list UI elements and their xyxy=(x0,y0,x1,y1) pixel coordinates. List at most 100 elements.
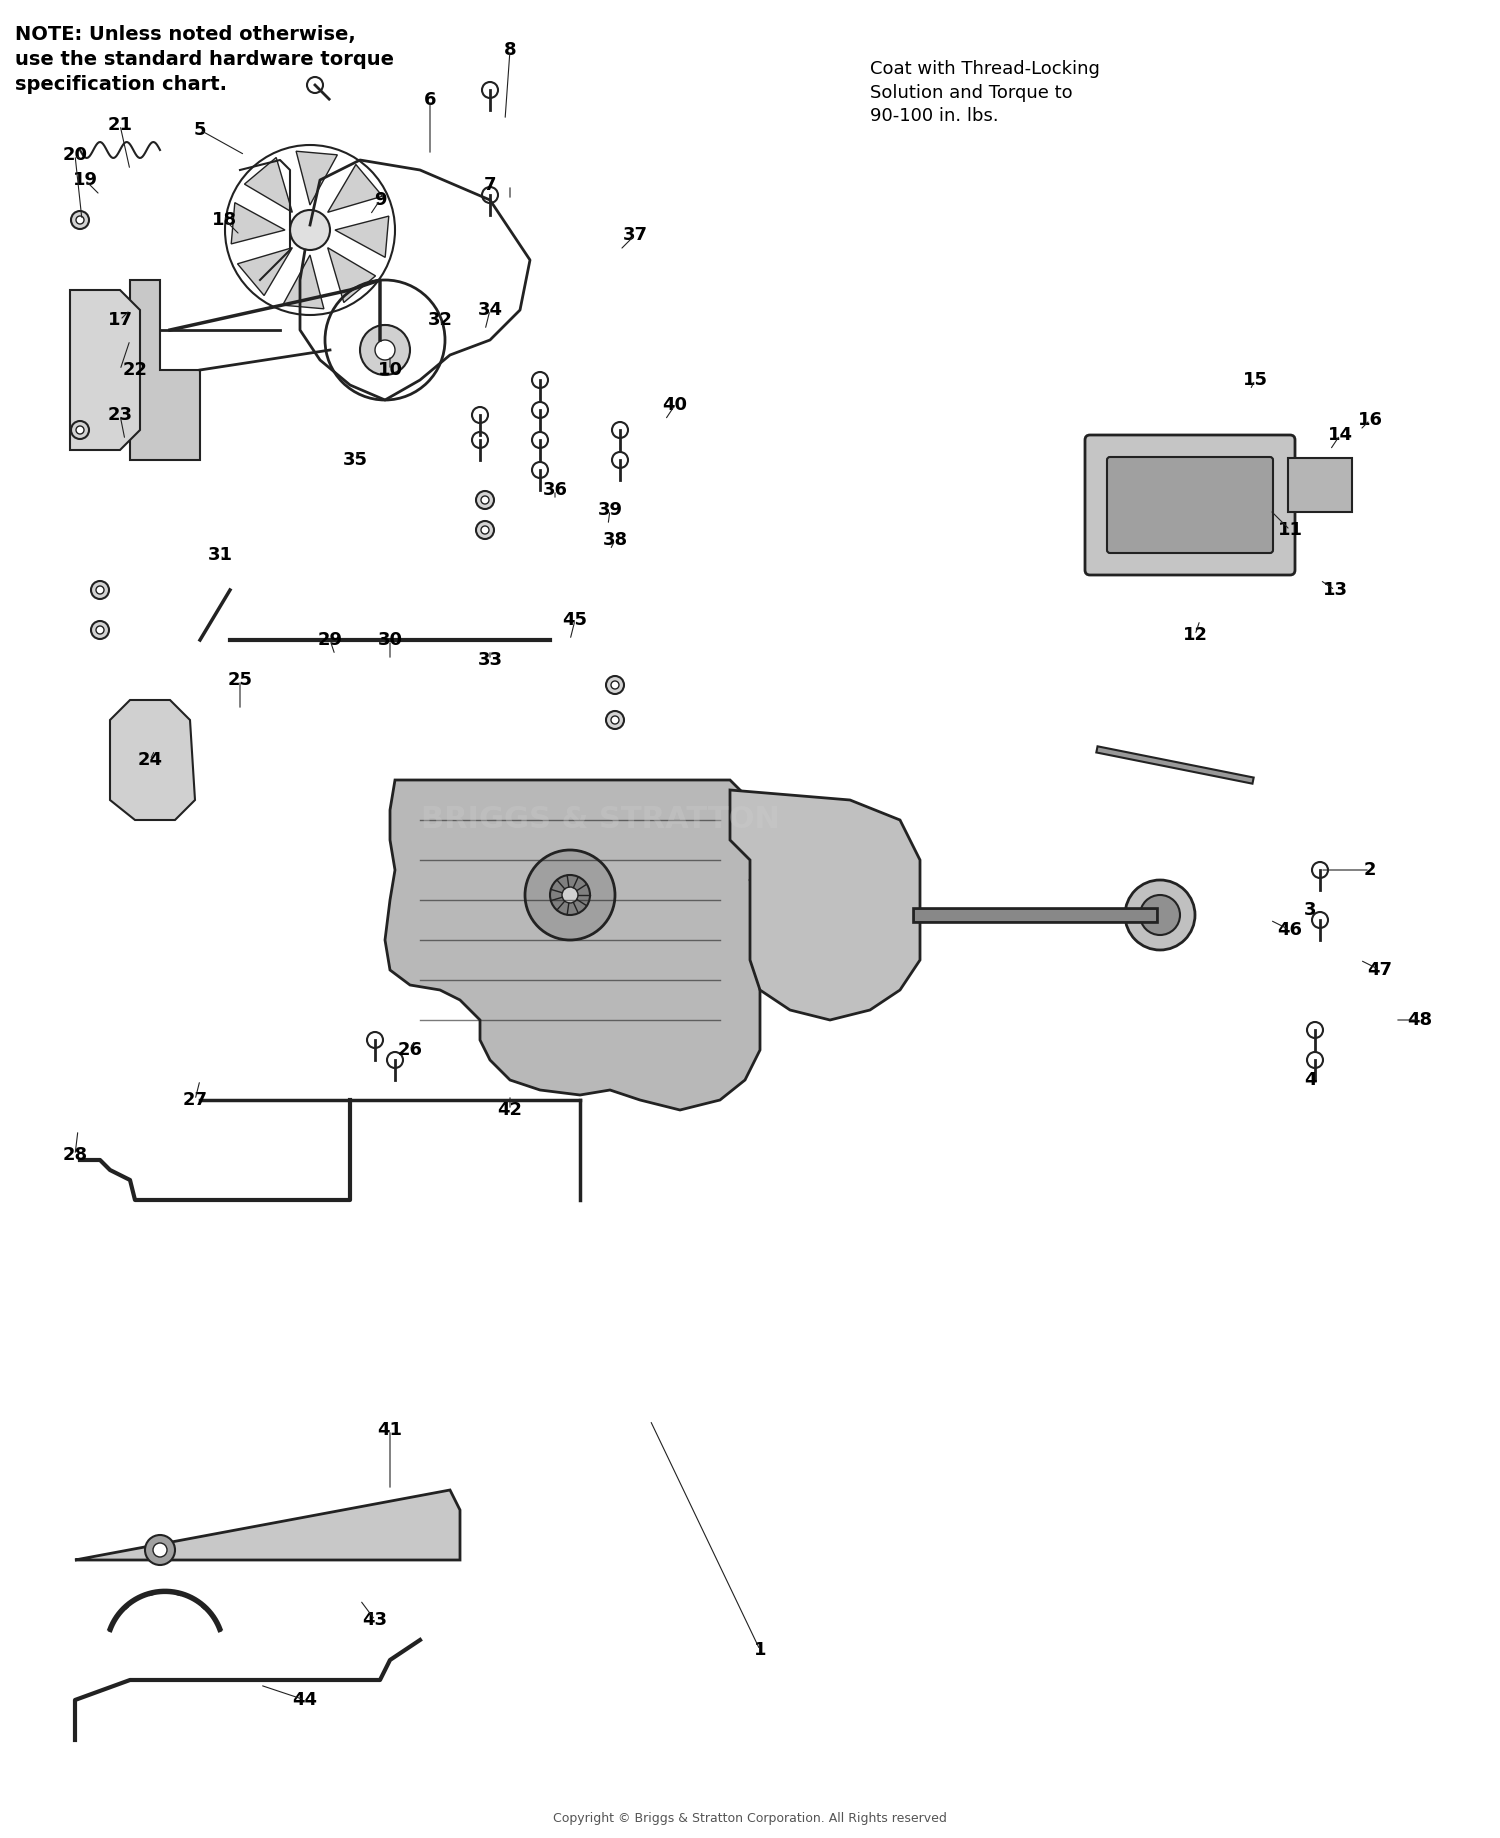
Text: 37: 37 xyxy=(622,226,648,244)
Circle shape xyxy=(290,210,330,250)
Circle shape xyxy=(1140,895,1180,936)
Text: 12: 12 xyxy=(1182,627,1208,643)
FancyBboxPatch shape xyxy=(1084,436,1294,575)
Circle shape xyxy=(612,452,628,469)
Circle shape xyxy=(612,423,628,437)
Circle shape xyxy=(1306,1022,1323,1038)
Text: 32: 32 xyxy=(427,311,453,329)
Polygon shape xyxy=(237,248,292,296)
Circle shape xyxy=(368,1031,382,1048)
Polygon shape xyxy=(334,217,388,257)
Polygon shape xyxy=(730,790,920,1020)
Text: 2: 2 xyxy=(1364,860,1377,879)
FancyBboxPatch shape xyxy=(1107,458,1274,553)
Text: 6: 6 xyxy=(423,92,436,108)
Text: BRIGGS & STRATTON: BRIGGS & STRATTON xyxy=(420,805,780,834)
Text: Coat with Thread-Locking
Solution and Torque to
90-100 in. lbs.: Coat with Thread-Locking Solution and To… xyxy=(870,61,1100,125)
Text: 39: 39 xyxy=(597,502,622,518)
Circle shape xyxy=(525,849,615,939)
Text: 26: 26 xyxy=(398,1040,423,1059)
Polygon shape xyxy=(386,779,760,1110)
Text: 34: 34 xyxy=(477,301,502,320)
Circle shape xyxy=(1125,880,1196,950)
Circle shape xyxy=(472,432,488,448)
FancyBboxPatch shape xyxy=(1288,458,1352,513)
Circle shape xyxy=(153,1542,166,1557)
Text: 44: 44 xyxy=(292,1691,318,1709)
Text: 19: 19 xyxy=(72,171,98,189)
Circle shape xyxy=(70,211,88,230)
Text: 7: 7 xyxy=(483,176,496,195)
Circle shape xyxy=(532,461,548,478)
Circle shape xyxy=(606,676,624,695)
Text: 10: 10 xyxy=(378,360,402,379)
Polygon shape xyxy=(70,290,140,450)
Text: 13: 13 xyxy=(1323,581,1347,599)
Polygon shape xyxy=(110,700,195,820)
Polygon shape xyxy=(296,151,338,206)
Circle shape xyxy=(482,496,489,504)
Text: 33: 33 xyxy=(477,651,502,669)
Text: 18: 18 xyxy=(213,211,237,230)
Polygon shape xyxy=(244,158,292,213)
Circle shape xyxy=(562,888,578,902)
Circle shape xyxy=(387,1051,404,1068)
Text: 46: 46 xyxy=(1278,921,1302,939)
Circle shape xyxy=(360,325,410,375)
Text: 41: 41 xyxy=(378,1421,402,1439)
Text: 35: 35 xyxy=(342,450,368,469)
Circle shape xyxy=(610,717,620,724)
Text: 8: 8 xyxy=(504,40,516,59)
Circle shape xyxy=(532,371,548,388)
Circle shape xyxy=(550,875,590,915)
Circle shape xyxy=(610,682,620,689)
Text: 30: 30 xyxy=(378,630,402,649)
Text: 3: 3 xyxy=(1304,901,1317,919)
Text: 5: 5 xyxy=(194,121,206,140)
Circle shape xyxy=(482,526,489,535)
Circle shape xyxy=(92,621,110,640)
Circle shape xyxy=(482,187,498,202)
Circle shape xyxy=(1312,862,1328,879)
Text: 36: 36 xyxy=(543,482,567,498)
Circle shape xyxy=(146,1535,176,1564)
Circle shape xyxy=(96,586,104,594)
Text: 28: 28 xyxy=(63,1147,87,1163)
Text: 42: 42 xyxy=(498,1101,522,1119)
Circle shape xyxy=(370,325,400,355)
Text: 40: 40 xyxy=(663,395,687,414)
Text: 17: 17 xyxy=(108,311,132,329)
Text: 31: 31 xyxy=(207,546,232,564)
Text: 14: 14 xyxy=(1328,426,1353,445)
Text: 27: 27 xyxy=(183,1092,207,1108)
Circle shape xyxy=(1312,912,1328,928)
Circle shape xyxy=(532,403,548,417)
Circle shape xyxy=(375,340,394,360)
Circle shape xyxy=(472,406,488,423)
Text: 22: 22 xyxy=(123,360,147,379)
Text: 38: 38 xyxy=(603,531,627,550)
Text: 1: 1 xyxy=(753,1641,766,1660)
Circle shape xyxy=(96,627,104,634)
Text: 24: 24 xyxy=(138,752,162,768)
Text: 4: 4 xyxy=(1304,1072,1317,1088)
Text: 15: 15 xyxy=(1242,371,1268,390)
Text: 20: 20 xyxy=(63,145,87,164)
Circle shape xyxy=(482,83,498,97)
Circle shape xyxy=(532,432,548,448)
Circle shape xyxy=(606,711,624,730)
Polygon shape xyxy=(327,164,382,213)
Text: 45: 45 xyxy=(562,610,588,629)
Text: NOTE: Unless noted otherwise,
use the standard hardware torque
specification cha: NOTE: Unless noted otherwise, use the st… xyxy=(15,26,394,94)
Polygon shape xyxy=(327,248,375,303)
Polygon shape xyxy=(130,279,200,460)
Text: 43: 43 xyxy=(363,1610,387,1628)
Text: 48: 48 xyxy=(1407,1011,1432,1029)
Circle shape xyxy=(76,426,84,434)
Text: 16: 16 xyxy=(1358,412,1383,428)
Text: 21: 21 xyxy=(108,116,132,134)
Circle shape xyxy=(70,421,88,439)
Text: 25: 25 xyxy=(228,671,252,689)
Text: 11: 11 xyxy=(1278,520,1302,539)
Text: 9: 9 xyxy=(374,191,387,210)
